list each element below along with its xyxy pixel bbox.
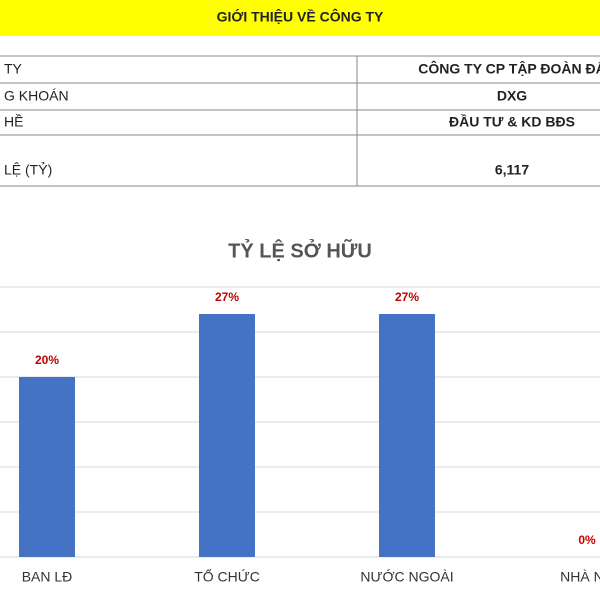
x-tick-label: TỔ CHỨC bbox=[194, 568, 260, 585]
row-label: HỀ bbox=[4, 114, 23, 130]
chart-title: TỶ LỆ SỞ HỮU bbox=[228, 238, 372, 262]
value-label: 27% bbox=[215, 290, 239, 304]
row-value: DXG bbox=[497, 88, 527, 104]
x-tick-label: NƯỚC NGOÀI bbox=[360, 569, 453, 585]
row-value: 6,117 bbox=[495, 162, 529, 178]
bar bbox=[19, 377, 75, 557]
value-label: 0% bbox=[578, 533, 596, 547]
bar bbox=[199, 314, 255, 557]
header-title: GIỚI THIỆU VỀ CÔNG TY bbox=[217, 8, 384, 25]
row-label: LỆ (TỶ) bbox=[4, 162, 52, 178]
row-value: ĐẦU TƯ & KD BĐS bbox=[449, 114, 575, 130]
row-value: CÔNG TY CP TẬP ĐOÀN ĐẤ bbox=[418, 60, 600, 77]
value-label: 20% bbox=[35, 353, 59, 367]
row-label: G KHOÁN bbox=[4, 88, 69, 104]
x-tick-label: BAN LĐ bbox=[22, 569, 73, 585]
row-label: TY bbox=[4, 61, 23, 77]
bar bbox=[379, 314, 435, 557]
value-label: 27% bbox=[395, 290, 419, 304]
table-borders bbox=[0, 55, 600, 187]
x-tick-label: NHÀ NU bbox=[560, 569, 600, 585]
header-band bbox=[0, 0, 600, 36]
